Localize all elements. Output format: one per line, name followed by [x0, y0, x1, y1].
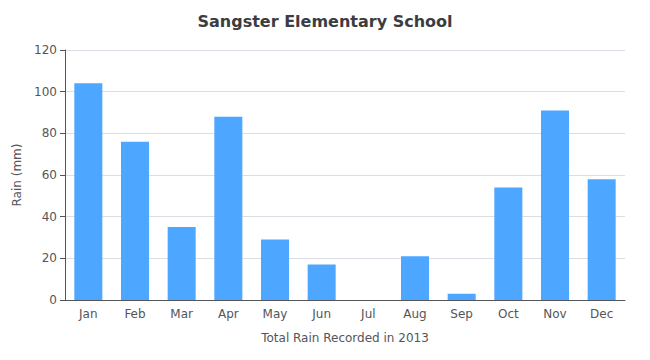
- svg-text:Jul: Jul: [360, 307, 375, 321]
- svg-text:0: 0: [49, 293, 57, 307]
- svg-text:Jan: Jan: [78, 307, 98, 321]
- svg-text:Sep: Sep: [450, 307, 473, 321]
- svg-text:Aug: Aug: [403, 307, 426, 321]
- svg-text:Apr: Apr: [218, 307, 239, 321]
- svg-text:Total Rain Recorded in 2013: Total Rain Recorded in 2013: [260, 331, 429, 345]
- svg-text:100: 100: [34, 85, 57, 99]
- svg-text:Sangster Elementary School: Sangster Elementary School: [197, 12, 452, 31]
- svg-text:Oct: Oct: [498, 307, 519, 321]
- svg-text:60: 60: [42, 168, 57, 182]
- svg-text:May: May: [263, 307, 288, 321]
- svg-text:Nov: Nov: [543, 307, 566, 321]
- svg-text:Mar: Mar: [170, 307, 193, 321]
- svg-text:Dec: Dec: [590, 307, 613, 321]
- svg-text:Jun: Jun: [311, 307, 331, 321]
- svg-text:120: 120: [34, 43, 57, 57]
- svg-text:80: 80: [42, 126, 57, 140]
- svg-text:Feb: Feb: [124, 307, 145, 321]
- svg-text:20: 20: [42, 251, 57, 265]
- svg-text:Rain (mm): Rain (mm): [10, 144, 24, 207]
- svg-text:40: 40: [42, 210, 57, 224]
